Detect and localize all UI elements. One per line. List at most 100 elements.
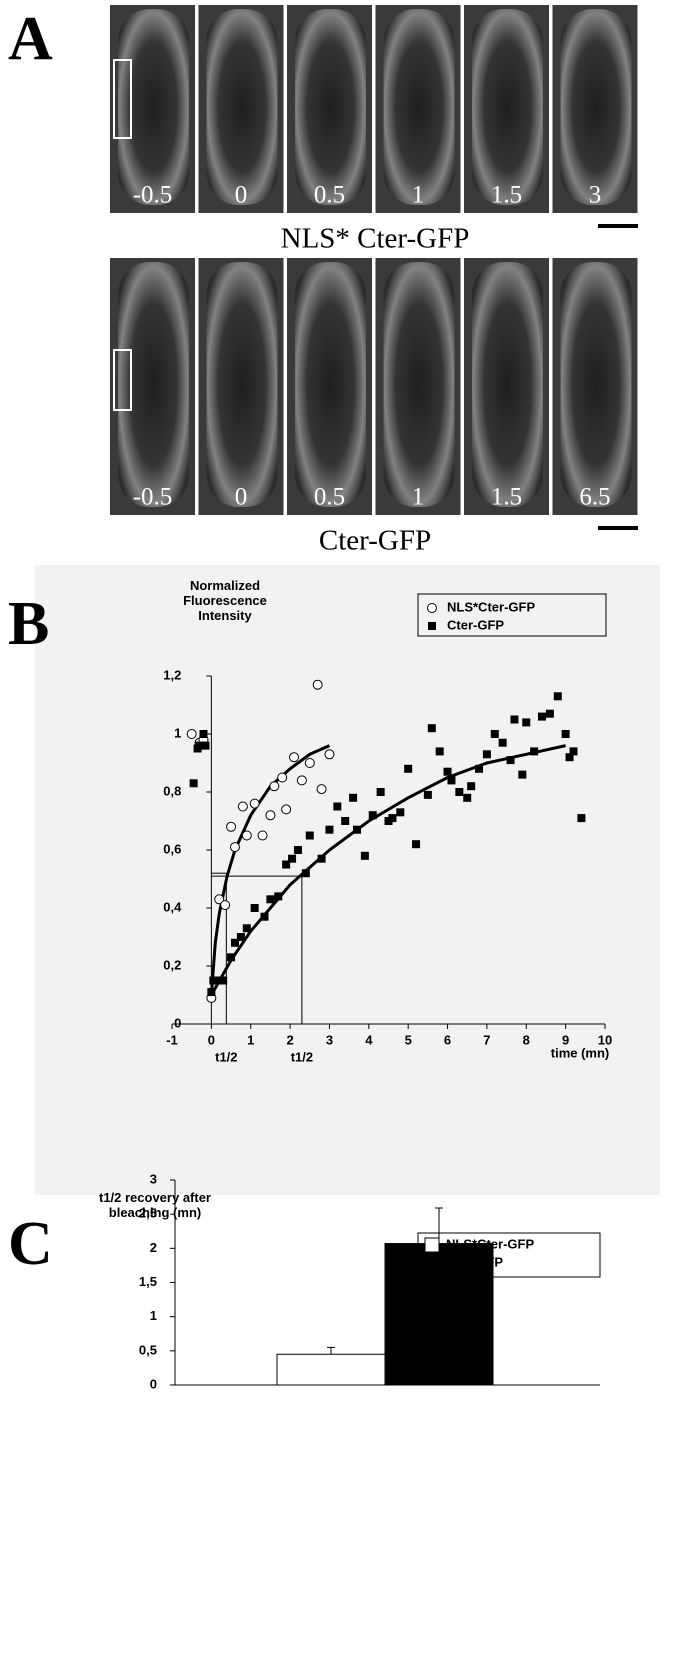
x-tick-label: 1 <box>247 1032 254 1047</box>
data-point <box>236 933 245 941</box>
data-point <box>257 830 268 841</box>
x-tick-label: -1 <box>166 1032 178 1047</box>
data-point <box>545 709 554 718</box>
legend-label: Cter-GFP <box>446 1254 503 1269</box>
data-point <box>530 747 539 756</box>
legend-marker <box>428 622 436 630</box>
legend-marker <box>427 603 437 613</box>
cell <box>295 262 366 507</box>
x-tick-label: 10 <box>598 1032 612 1047</box>
data-point <box>577 814 586 823</box>
legend-label: NLS*Cter-GFP <box>446 1236 534 1251</box>
legend-swatch <box>424 1237 440 1253</box>
data-point <box>353 825 362 834</box>
data-point <box>213 976 222 985</box>
legend-box <box>417 593 607 637</box>
data-point <box>427 724 436 733</box>
y-tick-label: 0,8 <box>163 783 181 798</box>
data-point <box>289 752 300 763</box>
data-point <box>207 988 216 997</box>
cell <box>206 262 278 507</box>
x-tick-label: 9 <box>562 1032 569 1047</box>
time-label: 0.5 <box>314 484 345 511</box>
bleach-region <box>113 349 132 411</box>
time-label: 1.5 <box>491 484 522 511</box>
data-point <box>423 790 432 799</box>
data-point <box>214 894 225 905</box>
y-tick-label: 1,2 <box>163 667 181 682</box>
y-tick-label: 2,5 <box>139 1206 157 1221</box>
data-point <box>388 814 397 823</box>
data-point <box>227 953 236 962</box>
data-point <box>565 753 574 762</box>
x-tick-label: 0 <box>208 1032 215 1047</box>
data-point <box>186 729 197 739</box>
data-point <box>490 730 499 738</box>
data-point <box>360 851 369 860</box>
cell <box>118 9 189 205</box>
y-tick-label: 1 <box>174 725 181 740</box>
time-label: 1 <box>412 182 425 209</box>
time-label: 1 <box>412 484 425 511</box>
data-point <box>561 730 570 738</box>
data-point <box>510 715 519 724</box>
data-point <box>250 904 259 912</box>
time-label: -0.5 <box>133 484 173 511</box>
data-point <box>265 810 276 821</box>
data-point <box>249 798 260 809</box>
data-point <box>219 976 228 985</box>
legend-label: NLS*Cter-GFP <box>447 599 535 614</box>
legend-label: Cter-GFP <box>447 617 504 632</box>
data-point <box>463 793 472 802</box>
y-tick-label: 1,5 <box>139 1274 157 1289</box>
data-point <box>304 758 315 768</box>
data-point <box>312 679 323 690</box>
data-point <box>498 738 507 747</box>
y-tick-label: 0,6 <box>163 841 181 856</box>
data-point <box>288 854 297 863</box>
legend-swatch <box>424 1255 440 1271</box>
time-label: 6.5 <box>579 484 610 511</box>
y-tick-label: 2 <box>150 1240 157 1255</box>
data-point <box>467 782 476 791</box>
data-point <box>341 817 350 825</box>
data-point <box>553 692 562 701</box>
time-label: 3 <box>589 182 602 209</box>
time-label: 0 <box>235 484 248 511</box>
y-axis-label: Normalized Fluorescence Intensity <box>183 578 267 623</box>
data-point <box>260 912 269 921</box>
data-point <box>475 764 484 773</box>
x-tick-label: 6 <box>444 1032 451 1047</box>
data-point <box>201 741 210 750</box>
x-tick-label: 2 <box>286 1032 293 1047</box>
data-point <box>242 924 251 933</box>
row-label: Cter-GFP <box>319 525 431 557</box>
x-tick-label: 5 <box>405 1032 412 1047</box>
data-point <box>447 776 456 785</box>
data-point <box>443 767 452 776</box>
data-point <box>349 793 358 802</box>
panel-letter: C <box>8 1210 53 1278</box>
x-axis-label: time (mn) <box>551 1045 610 1060</box>
cell <box>295 9 366 205</box>
data-point <box>412 840 421 849</box>
data-point <box>404 764 413 773</box>
data-point <box>518 770 527 779</box>
data-point <box>324 749 335 760</box>
bleach-region <box>113 59 132 139</box>
panel-letter: A <box>8 5 53 73</box>
data-point <box>293 846 302 854</box>
panel-letter: B <box>8 590 49 658</box>
data-point <box>522 718 531 727</box>
data-point <box>277 772 288 783</box>
cell <box>472 9 543 205</box>
y-tick-label: 3 <box>150 1171 157 1186</box>
data-point <box>482 750 491 759</box>
x-tick-label: 3 <box>326 1032 333 1047</box>
data-point <box>237 801 248 812</box>
data-point <box>317 854 326 863</box>
cell <box>472 262 543 507</box>
data-point <box>281 804 292 815</box>
